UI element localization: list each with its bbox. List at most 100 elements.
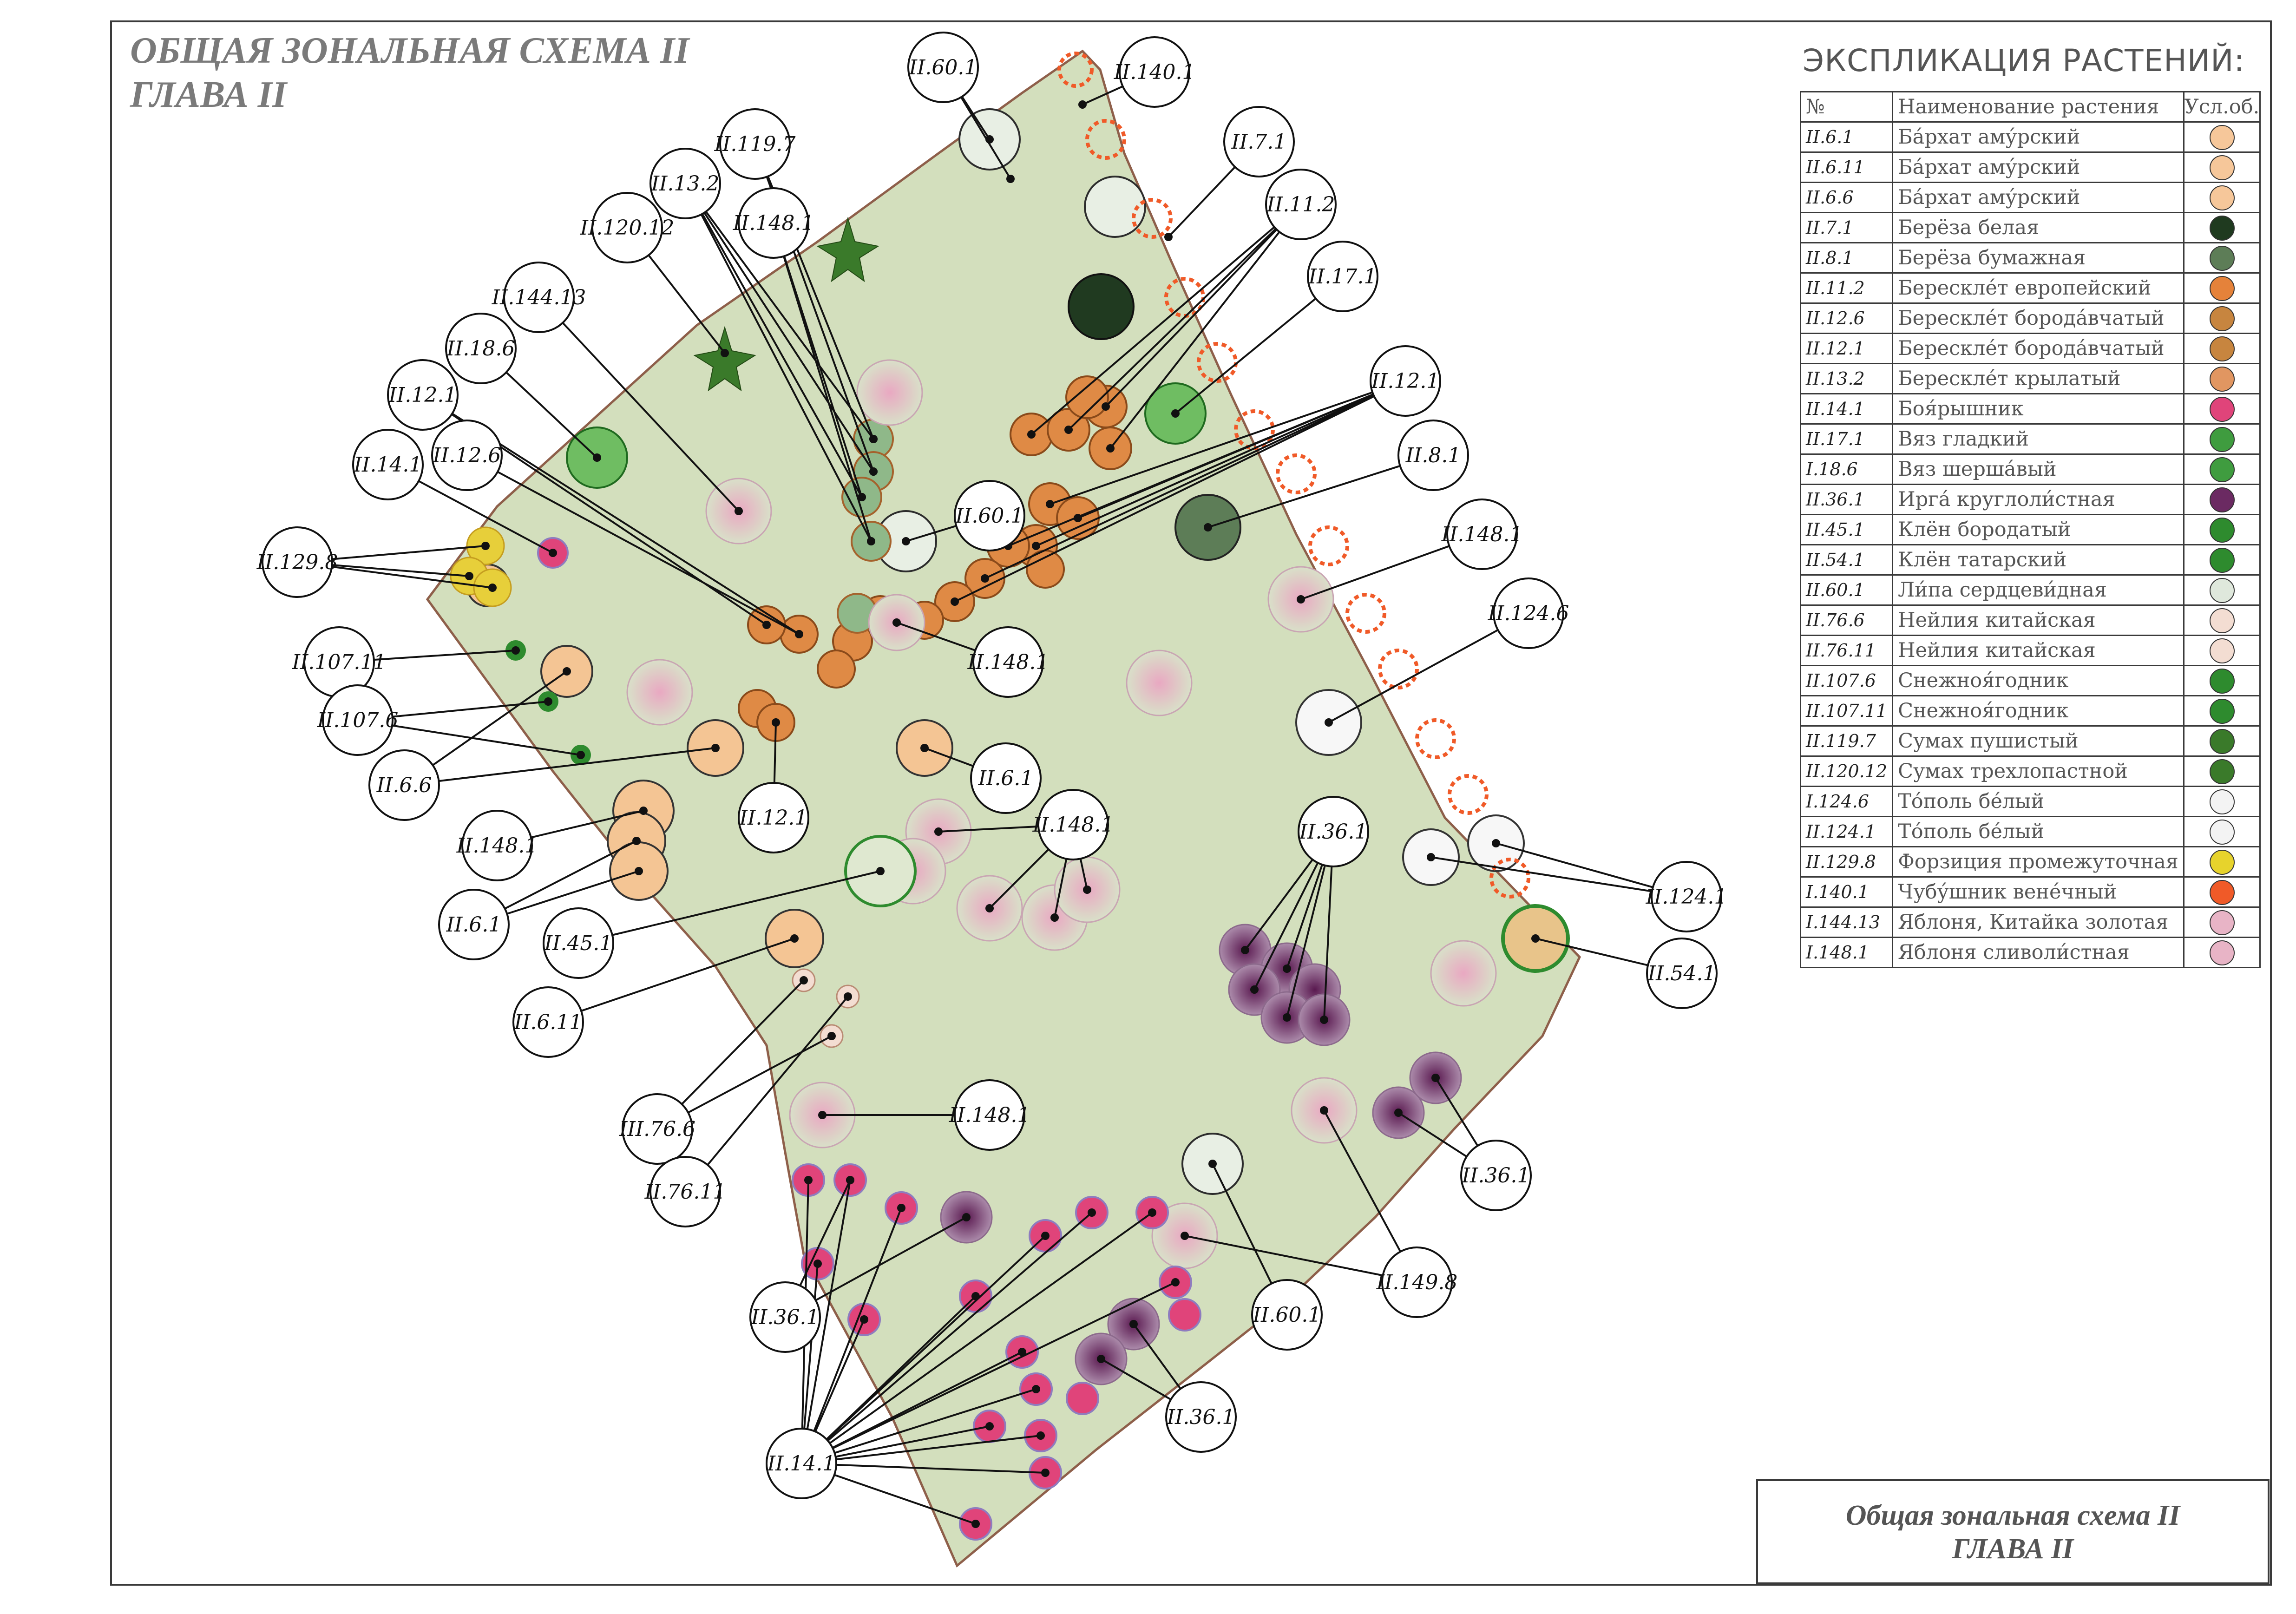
callout-label: II.124.6: [1488, 602, 1569, 625]
legend-symbol-icon: [2209, 547, 2235, 573]
legend-code: II.11.2: [1799, 272, 1894, 304]
leader-dot: [1320, 1016, 1328, 1024]
callout-bubble: [503, 262, 575, 333]
legend-code: I.18.6: [1799, 453, 1894, 485]
legend-symbol-cell: [2183, 363, 2261, 394]
leader-line: [1030, 203, 1302, 435]
legend-code: II.129.8: [1799, 846, 1894, 878]
legend-symbol-icon: [2209, 910, 2235, 935]
legend-row: I.140.1 Чубу́шник венéчный: [1799, 876, 2261, 908]
legend-code: II.12.1: [1799, 333, 1894, 364]
callout-label: II.148.1: [967, 650, 1049, 674]
leader-dot: [735, 507, 743, 515]
legend-symbol-cell: [2183, 695, 2261, 727]
legend-symbol-cell: [2183, 755, 2261, 787]
legend-row: II.124.1 То́поль бéлый: [1799, 816, 2261, 847]
callout-bubble: [907, 32, 979, 103]
legend-symbol-icon: [2209, 789, 2235, 814]
callout-bubble: [749, 1281, 821, 1353]
legend-row: I.148.1 Яблоня сливоли́стная: [1799, 937, 2261, 968]
legend-plant-name: Ли́па сердцеви́дная: [1892, 574, 2184, 606]
leader-dot: [813, 1260, 822, 1268]
leader-dot: [1102, 402, 1110, 411]
callout-bubble: [461, 810, 533, 881]
legend-row: II.6.11 Ба́рхат аму́рский: [1799, 151, 2261, 183]
leader-line: [548, 938, 795, 1023]
leader-dot: [635, 867, 643, 875]
legend-symbol-icon: [2209, 276, 2235, 301]
leader-dot: [1041, 1469, 1050, 1477]
legend-code: II.107.6: [1799, 665, 1894, 696]
leader-dot: [721, 349, 729, 357]
legend-symbol-icon: [2209, 185, 2235, 210]
callout-label: II.7.1: [1231, 130, 1287, 154]
legend-symbol-icon: [2209, 759, 2235, 784]
leader-dot: [1027, 430, 1036, 439]
legend-plant-name: Чубу́шник венéчный: [1892, 876, 2184, 908]
callout-label: II.140.1: [1114, 60, 1195, 84]
legend-code: II.76.6: [1799, 604, 1894, 636]
legend-symbol-cell: [2183, 151, 2261, 183]
legend-row: I.18.6 Вяз шерша́вый: [1799, 453, 2261, 485]
leader-line: [404, 747, 716, 786]
legend-code: II.6.11: [1799, 151, 1894, 183]
leader-line: [684, 996, 849, 1193]
leader-dot: [1018, 1348, 1026, 1356]
legend-code: II.107.11: [1799, 695, 1894, 727]
callout-label: II.18.6: [446, 337, 515, 361]
leader-dot: [1171, 409, 1180, 418]
legend-plant-name: То́поль бéлый: [1892, 816, 2184, 847]
leader-dot: [790, 934, 799, 943]
callout-label: II.148.1: [1441, 523, 1523, 546]
legend-code: II.14.1: [1799, 393, 1894, 425]
legend-symbol-cell: [2183, 876, 2261, 908]
leader-dot: [711, 744, 720, 752]
leader-dot: [1171, 1278, 1180, 1286]
legend-row: II.8.1 Берёза бумажная: [1799, 242, 2261, 274]
callout-bubble: [431, 420, 503, 491]
callout-bubble: [719, 108, 791, 180]
leader-line: [1184, 1235, 1417, 1283]
callout-label: II.6.11: [514, 1010, 583, 1034]
legend-plant-name: Бересклéт борода́вчатый: [1892, 333, 2184, 364]
legend-body: II.6.1 Ба́рхат аму́рский II.6.11 Ба́рхат ам…: [1799, 121, 2261, 968]
leader-line: [801, 1388, 1036, 1464]
leader-dot: [869, 467, 878, 476]
legend-row: II.129.8 Форзиция промежуточная: [1799, 846, 2261, 878]
leader-line: [984, 380, 1406, 579]
callout-bubble: [387, 359, 459, 431]
legend-symbol-icon: [2209, 457, 2235, 482]
callout-label: II.36.1: [1462, 1164, 1530, 1188]
legend-row: II.7.1 Берёза белая: [1799, 212, 2261, 243]
legend-row: II.12.6 Бересклéт борода́вчатый: [1799, 302, 2261, 334]
callout-label: II.12.1: [739, 806, 808, 830]
callout-bubble: [738, 782, 809, 853]
leader-dot: [920, 744, 929, 752]
legend-symbol-icon: [2209, 517, 2235, 543]
leader-dot: [858, 493, 866, 501]
legend-row: II.120.12 Сумах трехлопастной: [1799, 755, 2261, 787]
legend-code: I.140.1: [1799, 876, 1894, 908]
callout-bubble: [649, 148, 721, 219]
legend-code: I.148.1: [1799, 937, 1894, 968]
legend-header-symbol: Усл.об.: [2183, 91, 2261, 123]
leader-dot: [1427, 853, 1435, 861]
callout-bubble: [543, 907, 614, 979]
legend-code: II.60.1: [1799, 574, 1894, 606]
leader-line: [1036, 380, 1406, 547]
leader-dot: [549, 549, 557, 557]
legend-code: II.36.1: [1799, 484, 1894, 515]
callout-bubble: [1370, 345, 1441, 417]
leader-dot: [1531, 934, 1540, 943]
legend-plant-name: Сумах трехлопастной: [1892, 755, 2184, 787]
legend-row: II.54.1 Клён татарский: [1799, 544, 2261, 576]
stamp-line1: Общая зональная схема II: [1845, 1500, 2180, 1531]
callout-bubble: [322, 684, 394, 756]
callout-label: II.8.1: [1405, 444, 1461, 467]
legend-symbol-cell: [2183, 574, 2261, 606]
leader-dot: [827, 1032, 836, 1040]
leader-line: [800, 1235, 1046, 1464]
legend-plant-name: Ирга́ круглоли́стная: [1892, 484, 2184, 515]
legend-symbol-cell: [2183, 272, 2261, 304]
leader-dot: [1431, 1074, 1440, 1082]
